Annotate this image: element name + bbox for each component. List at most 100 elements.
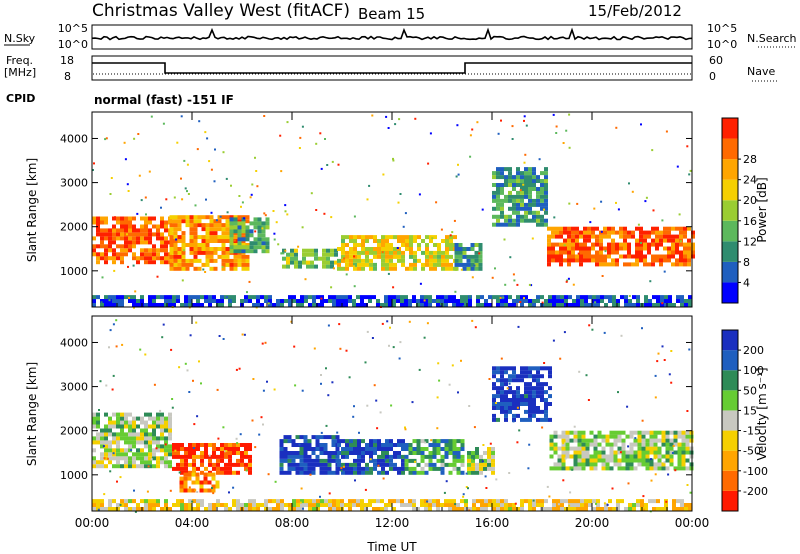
scatter-cell [559, 357, 562, 360]
scatter-cell [568, 504, 571, 507]
heatmap-cell [532, 366, 536, 371]
heatmap-cell [544, 382, 548, 387]
heatmap-cell [436, 466, 441, 471]
heatmap-cell [124, 436, 128, 441]
heatmap-cell [471, 470, 475, 475]
heatmap-cell [384, 507, 388, 511]
scatter-cell [330, 216, 333, 219]
scatter-cell [280, 252, 283, 255]
scatter-cell [569, 491, 572, 494]
heatmap-cell [112, 252, 116, 257]
heatmap-cell [500, 406, 504, 410]
heatmap-cell [512, 503, 516, 507]
heatmap-cell [160, 256, 164, 261]
heatmap-cell [540, 390, 544, 395]
heatmap-cell [691, 242, 695, 247]
heatmap-cell [413, 235, 417, 240]
scatter-cell [454, 290, 457, 293]
heatmap-cell [476, 499, 480, 504]
heatmap-cell [555, 234, 559, 239]
heatmap-cell [467, 454, 471, 459]
heatmap-cell [377, 254, 381, 259]
heatmap-cell [116, 236, 120, 241]
heatmap-cell [412, 295, 416, 300]
heatmap-cell [604, 503, 608, 507]
heatmap-cell [328, 499, 332, 504]
heatmap-cell [148, 436, 152, 441]
heatmap-cell [385, 258, 389, 263]
heatmap-cell [195, 480, 200, 485]
heatmap-cell [164, 503, 168, 507]
heatmap-cell [565, 446, 570, 451]
heatmap-cell [492, 214, 496, 219]
scatter-cell [193, 423, 196, 426]
heatmap-cell [229, 221, 234, 226]
scatter-cell [328, 492, 331, 495]
scatter-cell [108, 346, 110, 349]
scatter-cell [489, 442, 492, 445]
heatmap-cell [460, 507, 464, 511]
y-tick-label: 1000 [60, 469, 88, 482]
scatter-cell [262, 423, 264, 426]
heatmap-cell [345, 466, 349, 471]
heatmap-cell [605, 458, 610, 463]
heatmap-cell [528, 366, 532, 371]
heatmap-cell [428, 462, 433, 467]
heatmap-cell [294, 248, 298, 253]
heatmap-cell [193, 247, 198, 251]
heatmap-cell [496, 394, 500, 399]
heatmap-cell [683, 254, 687, 259]
heatmap-cell [287, 439, 292, 444]
heatmap-cell [492, 413, 496, 418]
heatmap-cell [216, 503, 220, 507]
heatmap-cell [233, 229, 238, 234]
heatmap-cell [177, 254, 182, 259]
heatmap-cell [458, 262, 463, 267]
y-tick-label: 3000 [60, 177, 88, 190]
heatmap-cell [589, 454, 594, 459]
heatmap-cell [524, 390, 528, 395]
heatmap-cell [337, 458, 341, 463]
heatmap-cell [619, 242, 623, 247]
heatmap-cell [365, 250, 369, 255]
heatmap-cell [116, 244, 120, 249]
heatmap-cell [196, 503, 200, 507]
heatmap-cell [120, 252, 124, 257]
heatmap-cell [132, 428, 136, 433]
heatmap-cell [112, 507, 116, 511]
heatmap-cell [428, 303, 432, 307]
heatmap-cell [272, 499, 276, 504]
heatmap-cell [500, 187, 504, 191]
scatter-cell [245, 469, 248, 472]
heatmap-cell [128, 299, 132, 303]
heatmap-cell [261, 233, 266, 238]
heatmap-cell [608, 499, 612, 504]
heatmap-cell [429, 258, 433, 263]
heatmap-cell [112, 448, 116, 453]
scatter-cell [476, 121, 479, 124]
heatmap-cell [233, 217, 238, 222]
heatmap-cell [417, 258, 421, 263]
heatmap-cell [444, 299, 448, 303]
heatmap-cell [667, 234, 671, 239]
colorbar-tick-label: 15 [743, 404, 757, 417]
heatmap-cell [672, 303, 676, 307]
heatmap-cell [324, 299, 328, 303]
nave-tick-high: 60 [709, 54, 723, 67]
heatmap-cell [448, 295, 452, 300]
scatter-cell [113, 269, 116, 272]
scatter-cell [448, 383, 451, 386]
heatmap-cell [381, 443, 385, 447]
heatmap-cell [536, 198, 540, 203]
heatmap-cell [667, 226, 671, 231]
heatmap-cell [356, 503, 360, 507]
heatmap-cell [653, 454, 658, 459]
heatmap-cell [381, 258, 385, 263]
heatmap-cell [140, 452, 144, 457]
heatmap-cell [651, 254, 655, 259]
heatmap-cell [551, 234, 555, 239]
heatmap-cell [647, 250, 651, 255]
heatmap-cell [584, 303, 588, 307]
scatter-cell [121, 343, 124, 346]
heatmap-cell [173, 250, 178, 255]
